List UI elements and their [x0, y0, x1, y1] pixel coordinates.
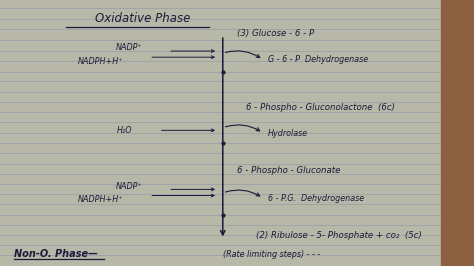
Text: (3) Glucose - 6 - P: (3) Glucose - 6 - P	[237, 29, 314, 38]
Text: H₂O: H₂O	[117, 126, 133, 135]
Text: Hydrolase: Hydrolase	[268, 128, 308, 138]
Text: (2) Ribulose - 5- Phosphate + co₂  (5c): (2) Ribulose - 5- Phosphate + co₂ (5c)	[256, 231, 422, 240]
Text: 6 - Phospho - Gluconate: 6 - Phospho - Gluconate	[237, 166, 340, 175]
Text: Non-O. Phase—: Non-O. Phase—	[14, 249, 98, 259]
Text: 6 - P.G.  Dehydrogenase: 6 - P.G. Dehydrogenase	[268, 194, 364, 203]
Text: (Rate limiting steps) - - -: (Rate limiting steps) - - -	[223, 250, 320, 259]
Text: G - 6 - P  Dehydrogenase: G - 6 - P Dehydrogenase	[268, 55, 368, 64]
Text: 6 - Phospho - Gluconolactone  (6c): 6 - Phospho - Gluconolactone (6c)	[246, 103, 395, 112]
Text: NADPH+H⁺: NADPH+H⁺	[78, 195, 123, 204]
Text: NADP⁺: NADP⁺	[116, 182, 142, 191]
Text: NADP⁺: NADP⁺	[116, 43, 142, 52]
Text: Oxidative Phase: Oxidative Phase	[94, 12, 190, 25]
Bar	[441, 0, 474, 266]
Text: NADPH+H⁺: NADPH+H⁺	[78, 57, 123, 66]
